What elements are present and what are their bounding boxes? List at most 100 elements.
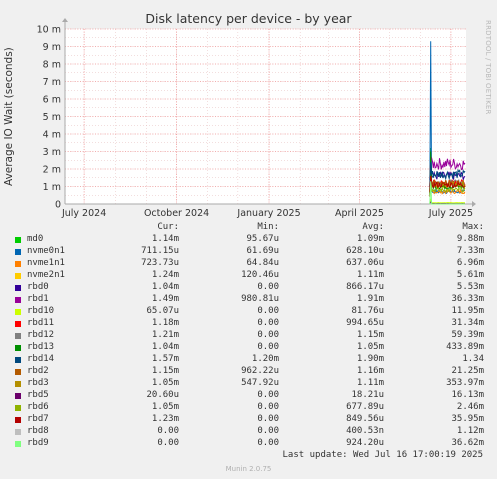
legend-avg-value: 1.05m xyxy=(356,342,384,352)
legend-series-name: nvme1n1 xyxy=(27,258,65,268)
legend-row-rbd3: rbd3 1.05m 547.92u 1.11m 353.97m xyxy=(0,378,497,390)
legend-swatch xyxy=(15,285,21,291)
y-axis-arrow xyxy=(62,18,68,22)
legend-series-name: rbd9 xyxy=(27,438,49,448)
series-line-rbd10 xyxy=(429,198,466,204)
legend-header-cur: Cur: xyxy=(157,222,179,232)
legend-swatch xyxy=(15,417,21,423)
legend-swatch xyxy=(15,441,21,447)
legend-cur-value: 65.07u xyxy=(146,306,179,316)
legend-avg-value: 1.09m xyxy=(356,234,384,244)
series-line-rbd9 xyxy=(429,181,465,205)
legend-swatch xyxy=(15,273,21,279)
legend-row-nvme2n1: nvme2n1 1.24m 120.46u 1.11m 5.61m xyxy=(0,270,497,282)
legend-series-name: md0 xyxy=(27,234,44,244)
legend-min-value: 95.67u xyxy=(246,234,279,244)
legend-max-value: 35.95m xyxy=(451,414,484,424)
legend-series-name: rbd7 xyxy=(27,414,49,424)
legend-max-value: 11.95m xyxy=(451,306,484,316)
legend-row-rbd1: rbd1 1.49m 980.81u 1.91m 36.33m xyxy=(0,294,497,306)
legend-avg-value: 1.16m xyxy=(356,366,384,376)
legend-avg-value: 1.11m xyxy=(356,378,384,388)
legend-series-name: rbd8 xyxy=(27,426,49,436)
legend-cur-value: 20.60u xyxy=(146,390,179,400)
legend-avg-value: 1.11m xyxy=(356,270,384,280)
legend-cur-value: 0.00 xyxy=(157,438,179,448)
y-tick-label: 1 m xyxy=(43,182,61,193)
legend-swatch xyxy=(15,345,21,351)
legend-min-value: 962.22u xyxy=(241,366,279,376)
legend-row-rbd11: rbd11 1.18m 0.00 994.65u 31.34m xyxy=(0,318,497,330)
y-tick-label: 5 m xyxy=(43,112,61,123)
legend-series-name: rbd5 xyxy=(27,390,49,400)
y-tick-label: 9 m xyxy=(43,42,61,53)
legend-avg-value: 400.53n xyxy=(346,426,384,436)
legend-row-nvme1n1: nvme1n1 723.73u 64.84u 637.06u 6.96m xyxy=(0,258,497,270)
legend-max-value: 353.97m xyxy=(446,378,484,388)
legend-max-value: 7.33m xyxy=(456,246,484,256)
legend: md0 1.14m 95.67u 1.09m 9.88m nvme0n1 711.15u 61… xyxy=(0,234,497,450)
legend-swatch xyxy=(15,381,21,387)
legend-row-rbd13: rbd13 1.04m 0.00 1.05m 433.89m xyxy=(0,342,497,354)
legend-avg-value: 1.15m xyxy=(356,330,384,340)
legend-row-rbd6: rbd6 1.05m 0.00 677.89u 2.46m xyxy=(0,402,497,414)
legend-series-name: rbd1 xyxy=(27,294,49,304)
legend-swatch xyxy=(15,249,21,255)
legend-max-value: 1.12m xyxy=(456,426,484,436)
series-line-rbd1 xyxy=(429,155,466,180)
legend-row-nvme0n1: nvme0n1 711.15u 61.69u 628.10u 7.33m xyxy=(0,246,497,258)
legend-swatch xyxy=(15,237,21,243)
legend-min-value: 0.00 xyxy=(257,318,279,328)
legend-min-value: 980.81u xyxy=(241,294,279,304)
legend-swatch xyxy=(15,309,21,315)
legend-header-max: Max: xyxy=(462,222,484,232)
legend-min-value: 120.46u xyxy=(241,270,279,280)
legend-row-rbd8: rbd8 0.00 0.00 400.53n 1.12m xyxy=(0,426,497,438)
legend-min-value: 1.20m xyxy=(251,354,279,364)
legend-series-name: rbd12 xyxy=(27,330,55,340)
legend-series-name: rbd11 xyxy=(27,318,55,328)
legend-series-name: rbd3 xyxy=(27,378,49,388)
x-tick-label: July 2024 xyxy=(61,208,106,219)
legend-cur-value: 1.23m xyxy=(151,414,179,424)
legend-min-value: 0.00 xyxy=(257,438,279,448)
legend-avg-value: 677.89u xyxy=(346,402,384,412)
legend-cur-value: 1.21m xyxy=(151,330,179,340)
legend-max-value: 31.34m xyxy=(451,318,484,328)
legend-max-value: 5.53m xyxy=(456,282,484,292)
legend-row-rbd10: rbd10 65.07u 0.00 81.76u 11.95m xyxy=(0,306,497,318)
legend-avg-value: 18.21u xyxy=(351,390,384,400)
legend-series-name: rbd14 xyxy=(27,354,55,364)
legend-min-value: 547.92u xyxy=(241,378,279,388)
legend-max-value: 36.33m xyxy=(451,294,484,304)
legend-swatch xyxy=(15,357,21,363)
legend-series-name: rbd6 xyxy=(27,402,49,412)
series-line-rbd13 xyxy=(429,151,466,194)
y-tick-label: 2 m xyxy=(43,165,61,176)
last-update: Last update: Wed Jul 16 17:00:19 2025 xyxy=(282,450,483,460)
y-tick-label: 3 m xyxy=(43,147,61,158)
legend-avg-value: 924.20u xyxy=(346,438,384,448)
legend-series-name: rbd0 xyxy=(27,282,49,292)
legend-cur-value: 723.73u xyxy=(141,258,179,268)
legend-min-value: 0.00 xyxy=(257,342,279,352)
legend-avg-value: 994.65u xyxy=(346,318,384,328)
legend-series-name: rbd13 xyxy=(27,342,55,352)
legend-swatch xyxy=(15,321,21,327)
legend-cur-value: 1.15m xyxy=(151,366,179,376)
legend-cur-value: 1.05m xyxy=(151,402,179,412)
legend-series-name: rbd10 xyxy=(27,306,55,316)
legend-min-value: 0.00 xyxy=(257,414,279,424)
chart-plot: 0 1 m 2 m 3 m 4 m 5 m 6 m 7 m 8 m 9 m 10 m July 202… xyxy=(37,18,476,219)
legend-max-value: 59.39m xyxy=(451,330,484,340)
legend-header: Cur: Min: Avg: Max: xyxy=(0,222,497,234)
legend-cur-value: 711.15u xyxy=(141,246,179,256)
legend-cur-value: 1.04m xyxy=(151,342,179,352)
series-line-rbd6 xyxy=(429,179,466,196)
legend-max-value: 1.34 xyxy=(462,354,484,364)
legend-max-value: 433.89m xyxy=(446,342,484,352)
legend-swatch xyxy=(15,297,21,303)
x-tick-label: October 2024 xyxy=(144,208,209,219)
y-tick-label: 4 m xyxy=(43,130,61,141)
y-tick-label: 0 xyxy=(55,200,61,211)
